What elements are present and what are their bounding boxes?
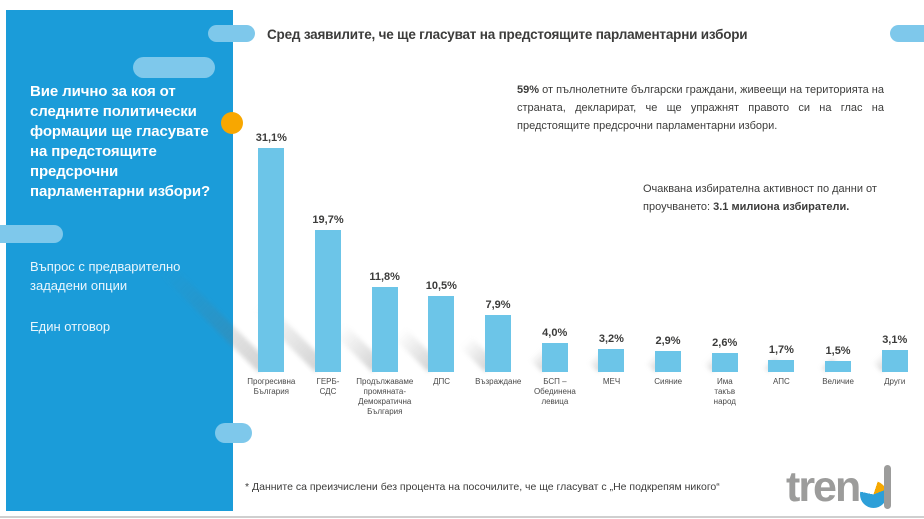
bar-9 bbox=[768, 360, 795, 372]
decor-pill bbox=[215, 423, 252, 443]
category-label: ГЕРБ- СДС bbox=[316, 377, 340, 396]
bar-column: 3,2% bbox=[583, 130, 640, 372]
bar-column: 4,0% bbox=[526, 130, 583, 372]
bar-0 bbox=[258, 148, 285, 372]
bar-column: 1,5% bbox=[810, 130, 867, 372]
bar-column: 3,1% bbox=[866, 130, 923, 372]
bar-11 bbox=[881, 350, 908, 372]
bar-value-label: 2,6% bbox=[712, 337, 738, 349]
category-label: Величие bbox=[822, 377, 854, 386]
bar-column: 11,8% bbox=[334, 130, 413, 372]
summary-paragraph-voters: Очаквана избирателна активност по данни … bbox=[643, 180, 890, 216]
bar-value-label: 11,8% bbox=[369, 271, 400, 283]
survey-question: Вие лично за коя от следните политически… bbox=[30, 83, 211, 200]
bar-value-label: 1,7% bbox=[768, 344, 794, 356]
category-label: Сияние bbox=[654, 377, 683, 386]
decor-pill bbox=[208, 25, 255, 42]
decor-pill bbox=[133, 57, 215, 78]
bar-value-label: 3,2% bbox=[598, 333, 624, 345]
category-label: Има такъв народ bbox=[713, 377, 736, 406]
bar-column: 2,6% bbox=[696, 130, 753, 372]
chart-title: Сред заявилите, че ще гласуват на предст… bbox=[267, 27, 748, 42]
summary-paragraph-text: от пълнолетните български граждани, живе… bbox=[517, 84, 884, 132]
question-note-single-answer: Един отговор bbox=[30, 319, 111, 334]
bar-value-label: 1,5% bbox=[825, 345, 851, 357]
category-label: ДПС bbox=[433, 377, 451, 386]
bar-value-label: 4,0% bbox=[542, 327, 568, 339]
bar-7 bbox=[655, 351, 682, 372]
bar-column: 31,1% bbox=[160, 130, 300, 372]
bar-8 bbox=[711, 353, 738, 372]
decor-pill bbox=[890, 25, 924, 42]
decor-pill bbox=[0, 225, 63, 243]
question-panel: Вие лично за коя от следните политически… bbox=[6, 10, 233, 511]
category-label: Възраждане bbox=[475, 377, 522, 386]
question-note-options: Въпрос с предварително зададени опции bbox=[30, 259, 181, 293]
trend-logo: tren bbox=[786, 462, 892, 511]
expected-turnout-bold: 3.1 милиона избиратели. bbox=[713, 201, 850, 213]
category-label: АПС bbox=[773, 377, 790, 386]
trend-logo-text: tren bbox=[786, 463, 861, 511]
decor-orange-dot bbox=[221, 112, 243, 134]
bar-column: 19,7% bbox=[252, 130, 357, 372]
category-label: БСП – Обединена левица bbox=[533, 377, 576, 406]
bar-value-label: 19,7% bbox=[312, 214, 344, 226]
bar-3 bbox=[428, 296, 455, 372]
category-label: МЕЧ bbox=[602, 377, 621, 386]
bar-1 bbox=[315, 230, 341, 372]
bar-10 bbox=[825, 361, 852, 372]
bottom-divider bbox=[0, 516, 924, 518]
pie-chart-icon bbox=[860, 481, 888, 508]
bar-2 bbox=[371, 287, 398, 372]
bar-value-label: 7,9% bbox=[485, 299, 511, 311]
bar-column: 7,9% bbox=[460, 130, 527, 372]
bar-6 bbox=[598, 349, 625, 372]
bar-column: 10,5% bbox=[395, 130, 470, 372]
logo-d-stem bbox=[884, 465, 892, 509]
bar-value-label: 3,1% bbox=[882, 334, 908, 346]
bar-column: 1,7% bbox=[753, 130, 810, 372]
category-label: Други bbox=[884, 377, 906, 386]
bar-column: 2,9% bbox=[640, 130, 697, 372]
bar-chart: 31,1% 19,7% 11,8% 10,5% 7,9% 4,0% 3,2% 2,9% 2,6%… bbox=[160, 130, 923, 372]
category-label: Продължаваме промяната- Демократична Бъл… bbox=[356, 377, 414, 416]
summary-lead-percent: 59% bbox=[517, 84, 540, 96]
category-label: Прогресивна България bbox=[247, 377, 296, 396]
bar-chart-category-axis: Прогресивна България ГЕРБ- СДС Продължавам… bbox=[243, 377, 923, 417]
bar-4 bbox=[485, 315, 512, 372]
bar-value-label: 2,9% bbox=[655, 335, 681, 347]
bar-value-label: 10,5% bbox=[425, 280, 457, 292]
summary-paragraph-turnout: 59% от пълнолетните български граждани, … bbox=[517, 81, 884, 135]
footnote: * Данните са преизчислени без процента н… bbox=[245, 481, 720, 493]
trend-logo-d-pie-icon bbox=[860, 464, 892, 510]
bar-value-label: 31,1% bbox=[255, 132, 287, 144]
bar-5 bbox=[541, 343, 568, 372]
expected-turnout-text: Очаквана избирателна активност по данни … bbox=[643, 183, 877, 213]
